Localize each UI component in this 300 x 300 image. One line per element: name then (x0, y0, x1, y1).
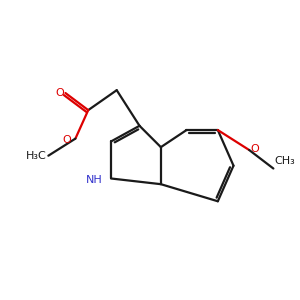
Text: CH₃: CH₃ (275, 156, 296, 166)
Text: H₃C: H₃C (26, 151, 47, 161)
Text: O: O (62, 135, 71, 145)
Text: O: O (55, 88, 64, 98)
Text: O: O (250, 144, 259, 154)
Text: NH: NH (86, 175, 103, 185)
